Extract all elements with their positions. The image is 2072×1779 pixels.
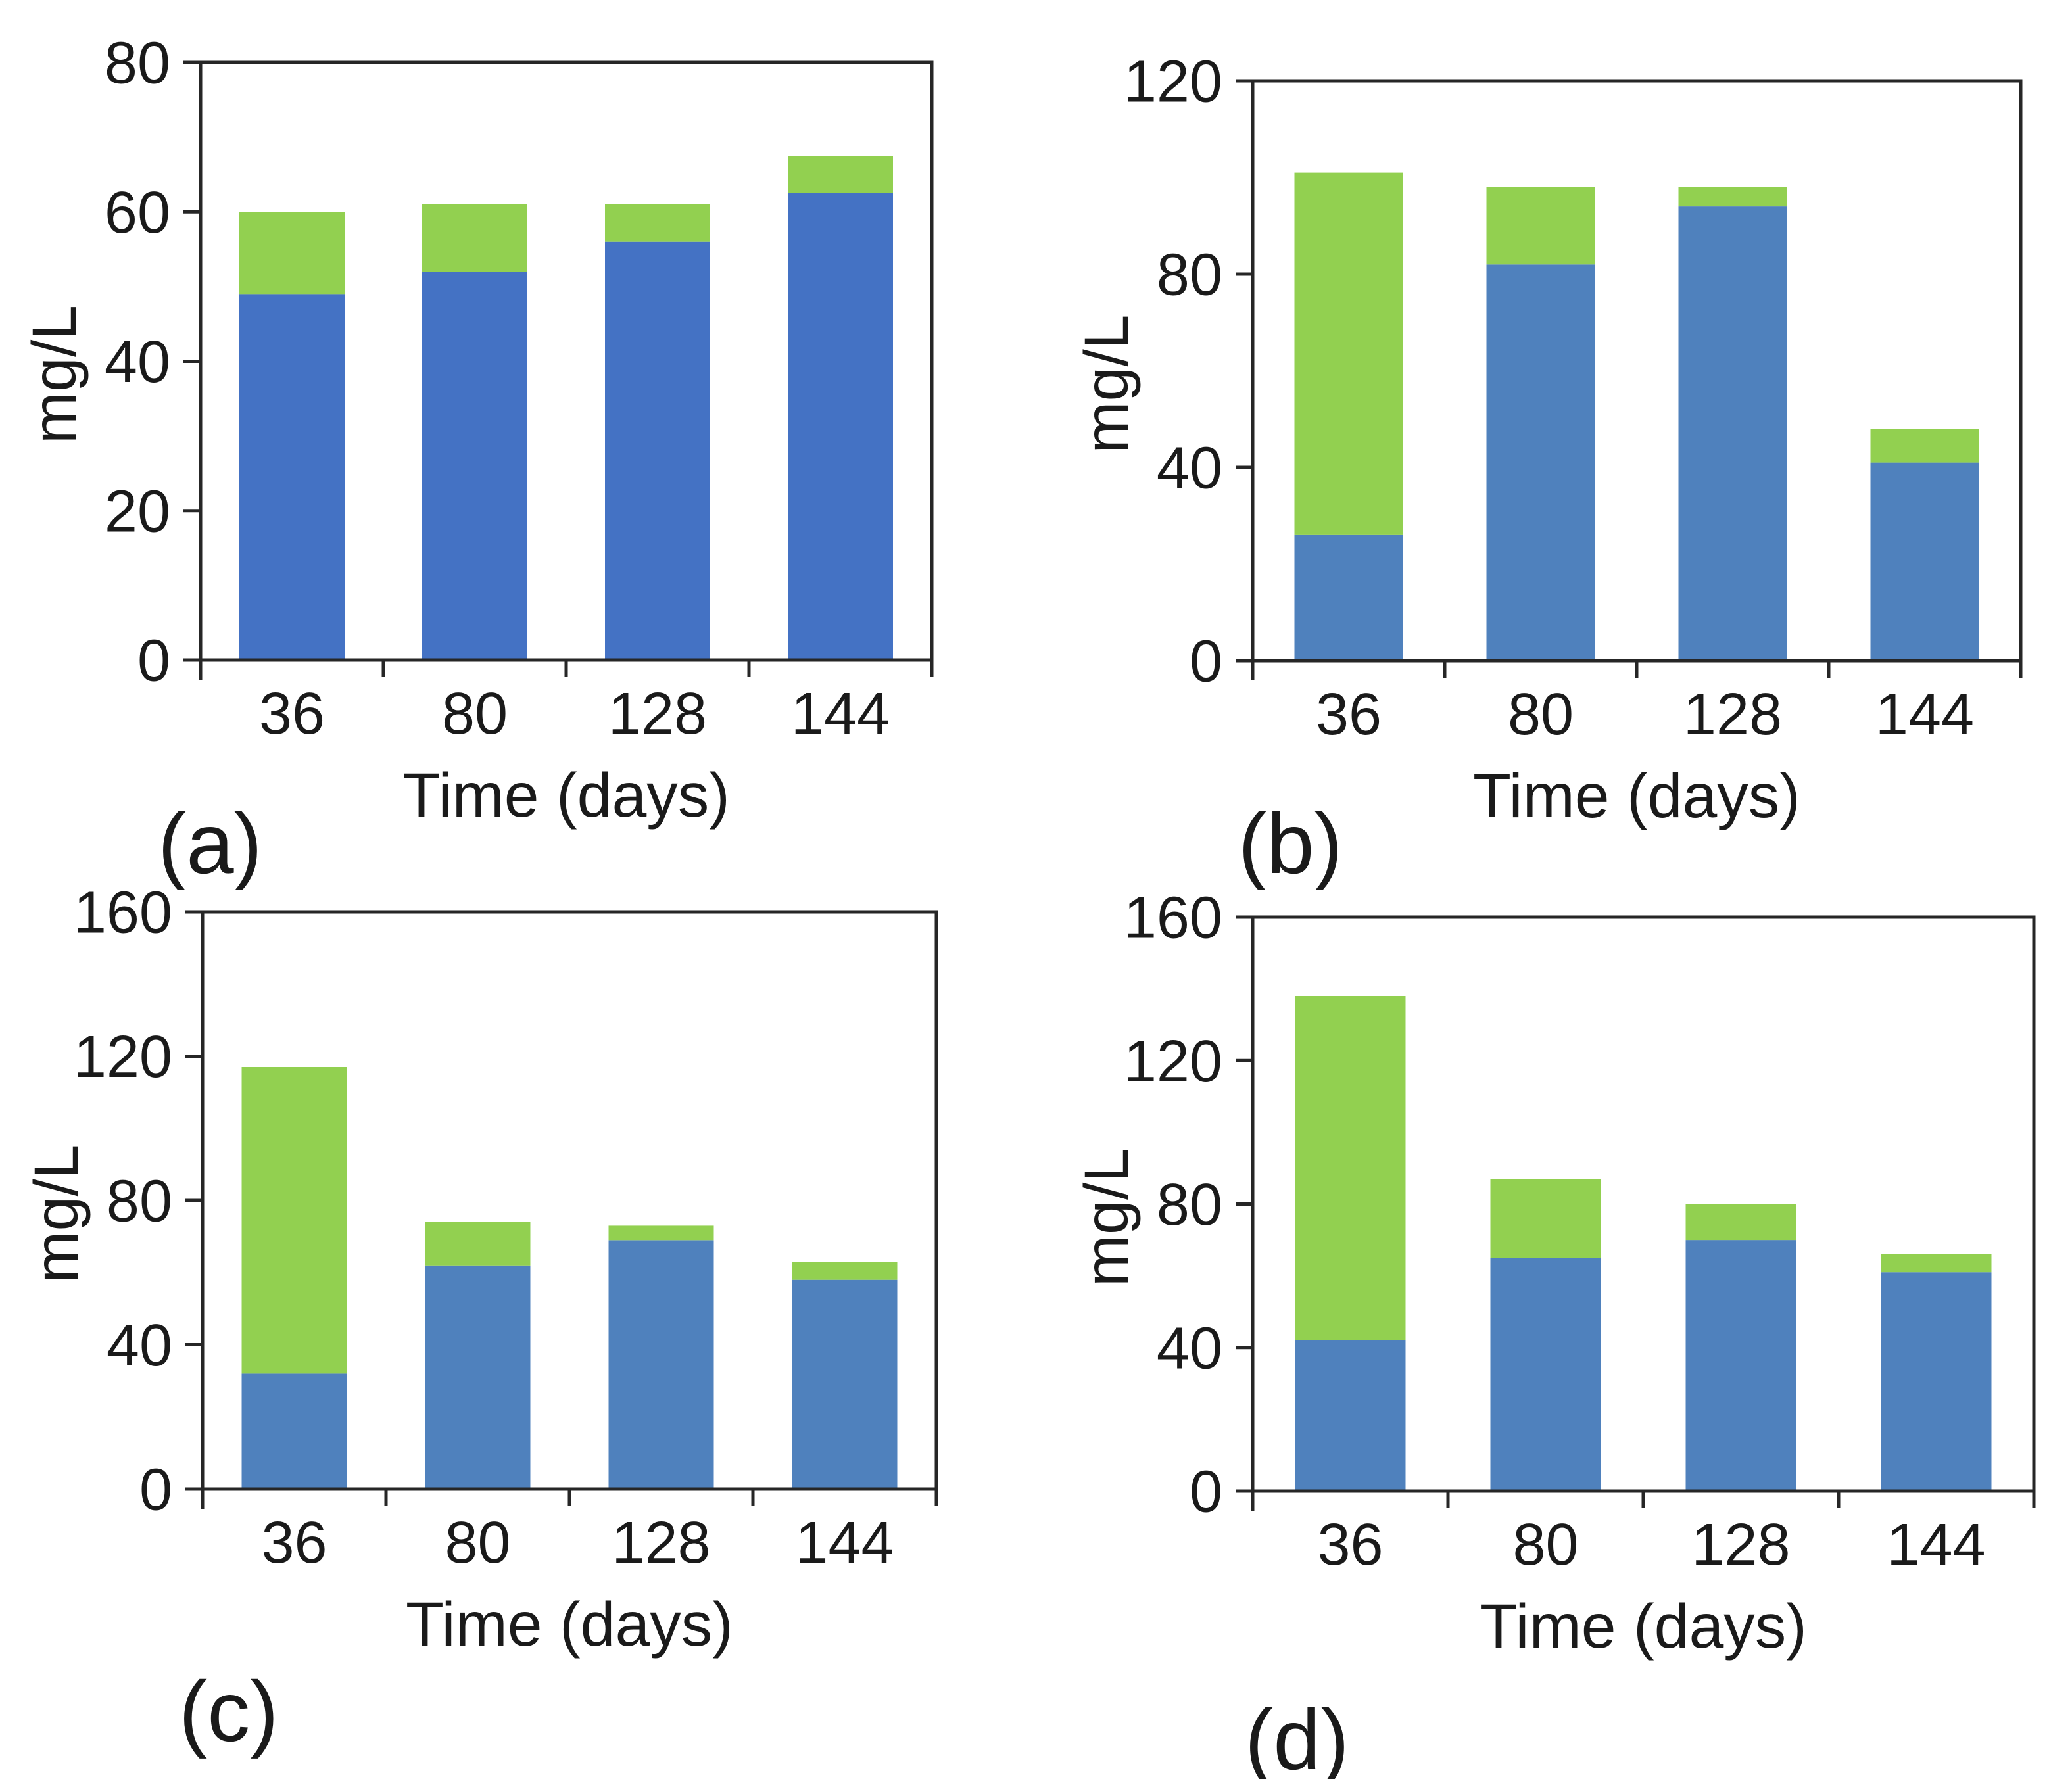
y-tick-label: 80 [1157, 1172, 1222, 1238]
x-category-label: 128 [1691, 1512, 1790, 1578]
bar-green-segment-144 [1881, 1254, 1992, 1273]
y-tick-label: 20 [105, 479, 170, 544]
bar-blue-segment-144 [1881, 1272, 1992, 1491]
bar-green-segment-128 [1685, 1204, 1796, 1241]
panel-label-d: (d) [1245, 1692, 1349, 1779]
bar-blue-segment-36 [1294, 534, 1403, 661]
x-category-label: 128 [1683, 682, 1782, 747]
bar-green-segment-144 [1870, 429, 1979, 463]
y-tick-label: 40 [107, 1313, 172, 1379]
bar-blue-segment-80 [425, 1265, 531, 1489]
panel-label-a: (a) [158, 795, 262, 890]
y-tick-label: 40 [1157, 436, 1222, 502]
bar-blue-segment-80 [1486, 264, 1595, 661]
x-axis-title: Time (days) [406, 1590, 733, 1659]
y-tick-label: 80 [107, 1169, 172, 1235]
bar-blue-segment-144 [792, 1279, 898, 1489]
bar-blue-segment-36 [241, 1373, 347, 1489]
chart-a: 0 20 40 60 80 36 80 128 144 Time (days) mg/L [20, 31, 934, 830]
y-tick-label: 0 [1190, 629, 1222, 695]
x-category-label: 80 [445, 1510, 510, 1576]
x-category-label: 36 [1316, 682, 1382, 747]
bar-blue-segment-128 [1685, 1240, 1796, 1491]
bar-green-segment-144 [792, 1262, 898, 1280]
panel-a: 0 20 40 60 80 36 80 128 144 Time (days) mg/L (a) [0, 0, 1036, 890]
y-tick-label: 0 [139, 1458, 172, 1523]
x-category-label: 36 [1317, 1512, 1383, 1578]
y-axis-title: mg/L [20, 305, 89, 444]
x-axis-title: Time (days) [402, 761, 730, 830]
bar-blue-segment-80 [422, 272, 527, 661]
x-category-label: 80 [1512, 1512, 1578, 1578]
x-category-label: 36 [259, 681, 325, 747]
bar-green-segment-36 [239, 212, 345, 295]
x-category-label: 144 [791, 681, 890, 747]
panel-b: 0 40 80 120 36 80 128 144 Time (days) mg/L (b) [1036, 0, 2071, 890]
y-tick-label: 160 [74, 890, 172, 946]
bar-blue-segment-144 [1870, 462, 1979, 661]
panel-c: 0 40 80 120 160 36 80 128 144 Time (days) mg/L (c) [0, 890, 1036, 1779]
bar-green-segment-36 [1294, 172, 1403, 535]
bar-green-segment-80 [422, 204, 527, 272]
x-axis-title: Time (days) [1480, 1592, 1807, 1661]
bar-blue-segment-128 [605, 241, 710, 660]
chart-c: 0 40 80 120 160 36 80 128 144 Time (days) mg/L [22, 890, 938, 1659]
y-tick-label: 0 [137, 629, 170, 694]
x-category-label: 128 [612, 1510, 710, 1576]
y-tick-label: 60 [105, 180, 170, 246]
bar-blue-segment-36 [239, 294, 345, 660]
bar-green-segment-128 [1678, 187, 1787, 207]
y-tick-label: 40 [105, 329, 170, 395]
y-axis-title: mg/L [22, 1144, 91, 1283]
y-tick-label: 80 [1157, 243, 1222, 308]
bar-blue-segment-36 [1295, 1340, 1406, 1491]
y-tick-label: 40 [1157, 1316, 1222, 1381]
y-axis-title: mg/L [1072, 1148, 1142, 1287]
bar-green-segment-80 [1490, 1179, 1601, 1258]
bar-blue-segment-80 [1490, 1258, 1601, 1491]
x-category-label: 80 [1508, 682, 1574, 747]
bar-blue-segment-144 [788, 193, 893, 660]
y-tick-label: 120 [74, 1024, 172, 1090]
bar-green-segment-128 [608, 1225, 714, 1241]
bar-green-segment-36 [1295, 996, 1406, 1340]
x-category-label: 144 [795, 1510, 894, 1576]
x-axis-title: Time (days) [1473, 761, 1800, 831]
x-category-label: 144 [1875, 682, 1974, 747]
bar-green-segment-80 [425, 1222, 531, 1266]
bar-green-segment-80 [1486, 187, 1595, 265]
bar-blue-segment-128 [1678, 206, 1787, 661]
panel-label-b: (b) [1238, 795, 1343, 890]
x-category-label: 80 [442, 681, 508, 747]
y-axis-title: mg/L [1072, 314, 1142, 453]
y-tick-label: 0 [1190, 1459, 1222, 1525]
chart-d: 0 40 80 120 160 36 80 128 144 Time (days) mg/L [1072, 890, 2036, 1661]
bar-blue-segment-128 [608, 1240, 714, 1489]
panel-label-c: (c) [179, 1663, 279, 1759]
x-category-label: 36 [261, 1510, 327, 1576]
x-category-label: 144 [1887, 1512, 1985, 1578]
bar-green-segment-128 [605, 204, 710, 242]
x-category-label: 128 [608, 681, 707, 747]
y-tick-label: 120 [1124, 1029, 1222, 1095]
y-tick-label: 160 [1124, 890, 1222, 951]
y-tick-label: 80 [105, 31, 170, 97]
bar-green-segment-144 [788, 156, 893, 193]
panel-d: 0 40 80 120 160 36 80 128 144 Time (days) mg/L (d) [1036, 890, 2071, 1779]
chart-b: 0 40 80 120 36 80 128 144 Time (days) mg/L [1072, 49, 2023, 831]
bar-green-segment-36 [241, 1067, 347, 1374]
y-tick-label: 120 [1124, 49, 1222, 115]
